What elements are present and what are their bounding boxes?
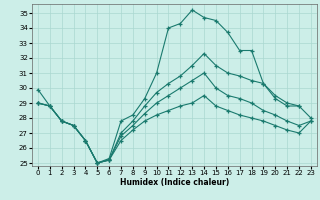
X-axis label: Humidex (Indice chaleur): Humidex (Indice chaleur): [120, 178, 229, 187]
